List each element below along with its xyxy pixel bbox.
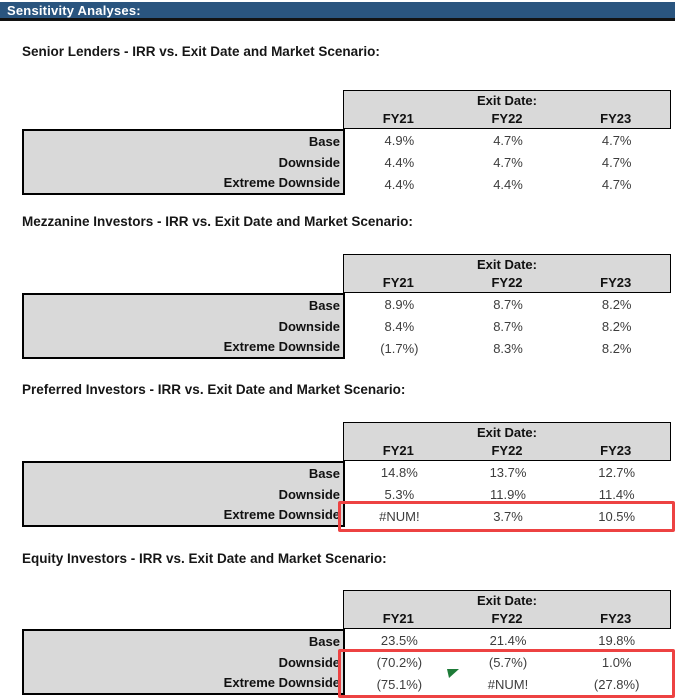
- irr-cell[interactable]: (1.7%): [380, 340, 419, 356]
- irr-cell[interactable]: (27.8%): [593, 676, 640, 692]
- row-label-extreme-downside[interactable]: Extreme Downside: [223, 675, 340, 691]
- table-row: 4.4% 4.7% 4.7%: [345, 151, 671, 173]
- irr-data-grid: 14.8% 13.7% 12.7% 5.3% 11.9% 11.4% #NUM!…: [345, 461, 671, 527]
- exit-date-header-box: Exit Date: FY21 FY22 FY23: [343, 90, 671, 129]
- row-label-extreme-downside[interactable]: Extreme Downside: [223, 339, 340, 355]
- column-header-fy23[interactable]: FY23: [600, 275, 632, 291]
- section-heading: Mezzanine Investors - IRR vs. Exit Date …: [22, 214, 413, 229]
- row-label-downside[interactable]: Downside: [278, 154, 340, 170]
- scenario-label-box: Base Downside Extreme Downside: [22, 129, 345, 195]
- irr-cell[interactable]: 4.7%: [601, 154, 632, 170]
- irr-cell[interactable]: (70.2%): [376, 654, 423, 670]
- exit-date-label: Exit Date:: [477, 424, 537, 440]
- irr-cell[interactable]: (5.7%): [488, 654, 528, 670]
- column-header-fy22[interactable]: FY22: [491, 443, 523, 459]
- row-label-downside[interactable]: Downside: [278, 318, 340, 334]
- column-header-fy22[interactable]: FY22: [491, 611, 523, 627]
- table-row: 8.4% 8.7% 8.2%: [345, 315, 671, 337]
- irr-data-grid: 23.5% 21.4% 19.8% (70.2%) (5.7%) 1.0% (7…: [345, 629, 671, 695]
- irr-cell[interactable]: 4.7%: [493, 154, 523, 170]
- section-heading: Equity Investors - IRR vs. Exit Date and…: [22, 551, 387, 566]
- exit-date-label: Exit Date:: [477, 256, 537, 272]
- row-label-downside[interactable]: Downside: [278, 654, 340, 670]
- irr-cell[interactable]: 4.7%: [601, 176, 632, 192]
- scenario-label-box: Base Downside Extreme Downside: [22, 629, 345, 695]
- irr-cell[interactable]: 10.5%: [598, 508, 636, 524]
- irr-cell[interactable]: 4.9%: [384, 132, 415, 148]
- column-header-fy23[interactable]: FY23: [600, 111, 632, 127]
- table-row: 4.9% 4.7% 4.7%: [345, 129, 671, 151]
- irr-error-cell[interactable]: #NUM!: [487, 676, 529, 692]
- irr-cell[interactable]: 11.9%: [490, 486, 526, 502]
- table-row: 23.5% 21.4% 19.8%: [345, 629, 671, 651]
- table-row: (70.2%) (5.7%) 1.0%: [345, 651, 671, 673]
- column-header-row: FY21 FY22 FY23: [344, 442, 670, 461]
- irr-cell[interactable]: 11.4%: [598, 486, 635, 502]
- irr-cell[interactable]: 19.8%: [598, 632, 636, 648]
- row-label-extreme-downside[interactable]: Extreme Downside: [223, 507, 340, 523]
- table-row: 14.8% 13.7% 12.7%: [345, 461, 671, 483]
- column-header-row: FY21 FY22 FY23: [344, 274, 670, 293]
- column-header-fy22[interactable]: FY22: [491, 111, 523, 127]
- irr-cell[interactable]: 8.7%: [493, 296, 523, 312]
- irr-cell[interactable]: 21.4%: [489, 632, 527, 648]
- section-heading: Senior Lenders - IRR vs. Exit Date and M…: [22, 44, 380, 59]
- section-heading: Preferred Investors - IRR vs. Exit Date …: [22, 382, 406, 397]
- table-row: 5.3% 11.9% 11.4%: [345, 483, 671, 505]
- row-label-base[interactable]: Base: [308, 297, 340, 313]
- irr-cell[interactable]: 13.7%: [489, 464, 527, 480]
- irr-cell[interactable]: 12.7%: [598, 464, 636, 480]
- row-label-downside[interactable]: Downside: [278, 486, 340, 502]
- row-label-base[interactable]: Base: [308, 465, 340, 481]
- irr-cell[interactable]: 8.2%: [601, 318, 632, 334]
- irr-cell[interactable]: 4.7%: [493, 132, 523, 148]
- exit-date-label: Exit Date:: [477, 92, 537, 108]
- row-label-extreme-downside[interactable]: Extreme Downside: [223, 175, 340, 191]
- irr-data-grid: 4.9% 4.7% 4.7% 4.4% 4.7% 4.7% 4.4% 4.4% …: [345, 129, 671, 195]
- irr-cell[interactable]: 1.0%: [601, 654, 632, 670]
- column-header-fy21[interactable]: FY21: [382, 111, 414, 127]
- scenario-label-box: Base Downside Extreme Downside: [22, 461, 345, 527]
- irr-error-cell[interactable]: #NUM!: [379, 508, 420, 524]
- table-row: 4.4% 4.4% 4.7%: [345, 173, 671, 195]
- irr-cell[interactable]: 4.4%: [493, 176, 523, 192]
- column-header-fy21[interactable]: FY21: [382, 443, 414, 459]
- scenario-label-box: Base Downside Extreme Downside: [22, 293, 345, 359]
- irr-cell[interactable]: 14.8%: [380, 464, 418, 480]
- irr-cell[interactable]: 4.4%: [384, 154, 415, 170]
- column-header-fy23[interactable]: FY23: [600, 443, 632, 459]
- exit-date-header-box: Exit Date: FY21 FY22 FY23: [343, 254, 671, 293]
- exit-date-header-box: Exit Date: FY21 FY22 FY23: [343, 422, 671, 461]
- irr-cell[interactable]: 8.4%: [384, 318, 415, 334]
- irr-cell[interactable]: 5.3%: [384, 486, 415, 502]
- irr-cell[interactable]: 8.9%: [384, 296, 415, 312]
- table-row: #NUM! 3.7% 10.5%: [345, 505, 671, 527]
- table-row: (1.7%) 8.3% 8.2%: [345, 337, 671, 359]
- row-label-base[interactable]: Base: [308, 633, 340, 649]
- irr-cell[interactable]: 8.7%: [493, 318, 523, 334]
- irr-cell[interactable]: 23.5%: [380, 632, 418, 648]
- error-indicator-icon: [447, 669, 459, 678]
- column-header-fy23[interactable]: FY23: [600, 611, 632, 627]
- irr-cell[interactable]: 4.7%: [601, 132, 632, 148]
- irr-data-grid: 8.9% 8.7% 8.2% 8.4% 8.7% 8.2% (1.7%) 8.3…: [345, 293, 671, 359]
- irr-cell[interactable]: 8.2%: [601, 340, 632, 356]
- exit-date-header-box: Exit Date: FY21 FY22 FY23: [343, 590, 671, 629]
- irr-cell[interactable]: 3.7%: [493, 508, 523, 524]
- table-row: 8.9% 8.7% 8.2%: [345, 293, 671, 315]
- table-row: (75.1%) #NUM! (27.8%): [345, 673, 671, 695]
- irr-cell[interactable]: (75.1%): [376, 676, 423, 692]
- column-header-fy21[interactable]: FY21: [382, 275, 414, 291]
- sheet-title-bar: Sensitivity Analyses:: [0, 2, 675, 21]
- irr-cell[interactable]: 8.3%: [493, 340, 523, 356]
- column-header-row: FY21 FY22 FY23: [344, 610, 670, 629]
- exit-date-label: Exit Date:: [477, 592, 537, 608]
- irr-cell[interactable]: 8.2%: [601, 296, 632, 312]
- column-header-fy21[interactable]: FY21: [382, 611, 414, 627]
- column-header-fy22[interactable]: FY22: [491, 275, 523, 291]
- row-label-base[interactable]: Base: [308, 133, 340, 149]
- irr-cell[interactable]: 4.4%: [384, 176, 415, 192]
- column-header-row: FY21 FY22 FY23: [344, 110, 670, 129]
